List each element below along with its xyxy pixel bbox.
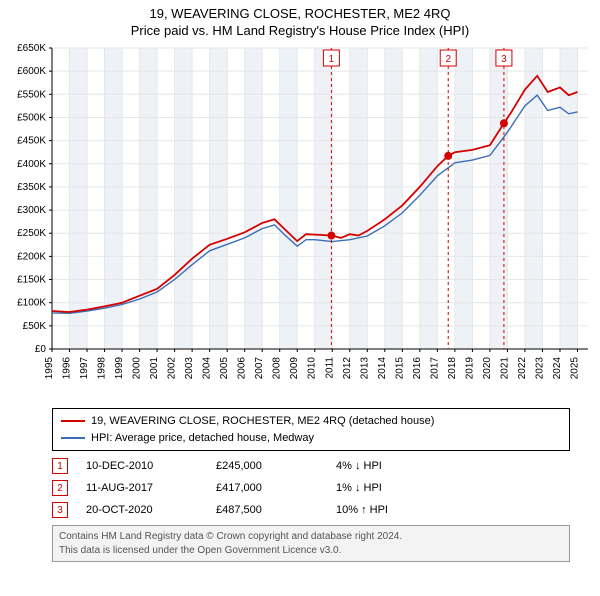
sale-date: 20-OCT-2020: [86, 504, 216, 516]
svg-text:£450K: £450K: [17, 136, 46, 147]
svg-text:2019: 2019: [464, 357, 475, 380]
svg-text:2012: 2012: [342, 357, 353, 380]
svg-text:1996: 1996: [62, 357, 73, 380]
svg-text:1997: 1997: [79, 357, 90, 380]
svg-text:2007: 2007: [254, 357, 265, 380]
svg-text:2020: 2020: [482, 357, 493, 380]
svg-text:2015: 2015: [394, 357, 405, 380]
svg-text:2003: 2003: [184, 357, 195, 380]
sale-date: 11-AUG-2017: [86, 482, 216, 494]
svg-text:2017: 2017: [429, 357, 440, 380]
svg-text:£150K: £150K: [17, 275, 46, 286]
sale-price: £487,500: [216, 504, 336, 516]
svg-text:2011: 2011: [324, 357, 335, 379]
svg-text:£200K: £200K: [17, 251, 46, 262]
page-subtitle: Price paid vs. HM Land Registry's House …: [0, 23, 600, 38]
svg-text:2013: 2013: [359, 357, 370, 380]
svg-text:£500K: £500K: [17, 112, 46, 123]
svg-text:2001: 2001: [149, 357, 160, 380]
svg-text:£0: £0: [35, 344, 47, 355]
footer-line-1: Contains HM Land Registry data © Crown c…: [59, 530, 563, 544]
price-chart: £0 £50K £100K £150K £200K £250K £300K £350K £400…: [0, 42, 600, 397]
sale-date: 10-DEC-2010: [86, 460, 216, 472]
footer-line-2: This data is licensed under the Open Gov…: [59, 544, 563, 558]
sale-price: £417,000: [216, 482, 336, 494]
sale-point: [444, 152, 452, 160]
svg-text:2006: 2006: [237, 357, 248, 380]
legend-item: 19, WEAVERING CLOSE, ROCHESTER, ME2 4RQ …: [61, 413, 561, 430]
legend-label: 19, WEAVERING CLOSE, ROCHESTER, ME2 4RQ …: [91, 413, 434, 430]
svg-text:2008: 2008: [272, 357, 283, 380]
sales-table: 1 10-DEC-2010£245,0004% ↓ HPI 2 11-AUG-2017…: [52, 455, 570, 521]
svg-text:£100K: £100K: [17, 298, 46, 309]
svg-text:2: 2: [445, 54, 451, 65]
svg-text:£600K: £600K: [17, 66, 46, 77]
svg-text:£250K: £250K: [17, 228, 46, 239]
svg-text:2023: 2023: [534, 357, 545, 380]
svg-text:2016: 2016: [412, 357, 423, 380]
svg-text:£350K: £350K: [17, 182, 46, 193]
svg-text:1999: 1999: [114, 357, 125, 380]
attribution-footer: Contains HM Land Registry data © Crown c…: [52, 525, 570, 562]
svg-text:2018: 2018: [447, 357, 458, 380]
legend-item: HPI: Average price, detached house, Medw…: [61, 430, 561, 447]
svg-text:2000: 2000: [132, 357, 143, 380]
sale-hpi-delta: 4% ↓ HPI: [336, 460, 382, 472]
svg-text:2022: 2022: [517, 357, 528, 380]
svg-text:1998: 1998: [97, 357, 108, 380]
chart-container: £0 £50K £100K £150K £200K £250K £300K £350K £400…: [0, 42, 600, 402]
svg-text:1995: 1995: [44, 357, 55, 380]
svg-text:£550K: £550K: [17, 89, 46, 100]
legend: 19, WEAVERING CLOSE, ROCHESTER, ME2 4RQ …: [52, 408, 570, 451]
sale-marker: 2: [52, 480, 68, 496]
svg-text:2014: 2014: [377, 357, 388, 380]
legend-swatch: [61, 437, 85, 439]
svg-text:2005: 2005: [219, 357, 230, 380]
legend-swatch: [61, 420, 85, 422]
sale-hpi-delta: 1% ↓ HPI: [336, 482, 382, 494]
svg-text:1: 1: [329, 54, 335, 65]
sale-price: £245,000: [216, 460, 336, 472]
svg-text:2002: 2002: [167, 357, 178, 380]
sales-row: 2 11-AUG-2017£417,0001% ↓ HPI: [52, 477, 570, 499]
page-title: 19, WEAVERING CLOSE, ROCHESTER, ME2 4RQ: [0, 6, 600, 21]
sale-marker: 3: [52, 502, 68, 518]
svg-text:2004: 2004: [202, 357, 213, 380]
sale-point: [327, 232, 335, 240]
svg-text:£300K: £300K: [17, 205, 46, 216]
svg-text:2025: 2025: [569, 357, 580, 380]
svg-text:£400K: £400K: [17, 159, 46, 170]
svg-text:2021: 2021: [499, 357, 510, 380]
svg-text:2009: 2009: [289, 357, 300, 380]
legend-label: HPI: Average price, detached house, Medw…: [91, 430, 314, 447]
svg-text:2024: 2024: [552, 357, 563, 380]
svg-text:£50K: £50K: [23, 321, 47, 332]
sales-row: 1 10-DEC-2010£245,0004% ↓ HPI: [52, 455, 570, 477]
svg-text:3: 3: [501, 54, 507, 65]
sales-row: 3 20-OCT-2020£487,50010% ↑ HPI: [52, 499, 570, 521]
sale-hpi-delta: 10% ↑ HPI: [336, 504, 388, 516]
sale-point: [500, 119, 508, 127]
svg-text:2010: 2010: [307, 357, 318, 380]
svg-text:£650K: £650K: [17, 43, 46, 54]
sale-marker: 1: [52, 458, 68, 474]
